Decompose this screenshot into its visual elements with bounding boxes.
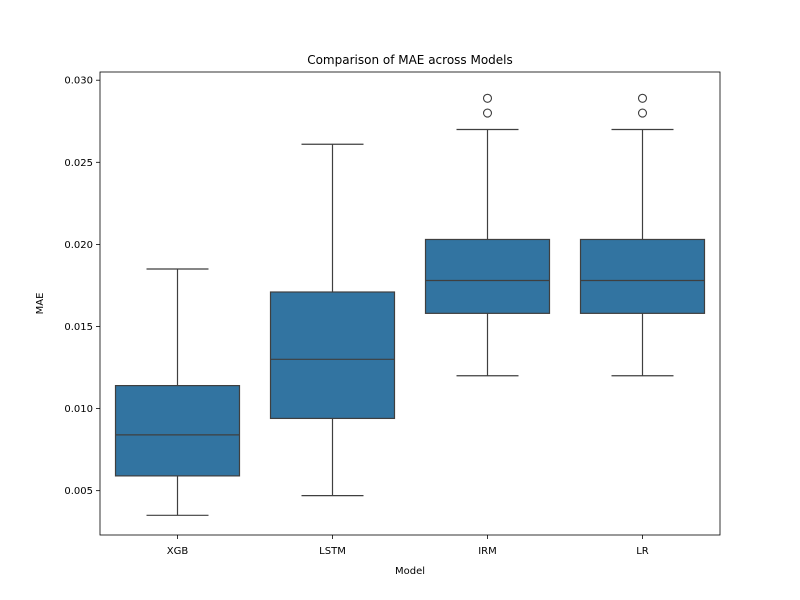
outlier-point xyxy=(637,108,648,118)
x-tick-label: LR xyxy=(636,546,649,557)
plot-frame xyxy=(99,71,721,536)
y-tick-label: 0.010 xyxy=(64,404,93,415)
box-irm xyxy=(424,93,551,377)
box-xgb xyxy=(114,268,241,516)
x-tick-label: LSTM xyxy=(319,546,346,557)
y-axis-title: MAE xyxy=(35,293,46,315)
y-tick-label: 0.030 xyxy=(64,76,93,87)
chart-title: Comparison of MAE across Models xyxy=(307,53,513,67)
outlier-point xyxy=(482,108,493,118)
y-tick-label: 0.005 xyxy=(64,486,93,497)
x-tick-label: XGB xyxy=(167,546,189,557)
y-tick-label: 0.020 xyxy=(64,240,93,251)
x-axis: XGB LSTM IRM LR xyxy=(167,535,649,557)
outlier-point xyxy=(637,93,648,103)
iqr-box xyxy=(424,238,551,314)
x-tick-label: IRM xyxy=(478,546,497,557)
iqr-box xyxy=(269,291,396,420)
outlier-point xyxy=(482,93,493,103)
y-tick-label: 0.025 xyxy=(64,158,93,169)
y-axis: 0.005 0.010 0.015 0.020 0.025 0.030 xyxy=(64,76,100,497)
box-lstm xyxy=(269,143,396,497)
x-axis-title: Model xyxy=(395,566,425,577)
plot-marks xyxy=(114,93,706,516)
iqr-box xyxy=(579,238,706,314)
y-tick-label: 0.015 xyxy=(64,322,93,333)
iqr-box xyxy=(114,384,241,477)
box-lr xyxy=(579,93,706,377)
